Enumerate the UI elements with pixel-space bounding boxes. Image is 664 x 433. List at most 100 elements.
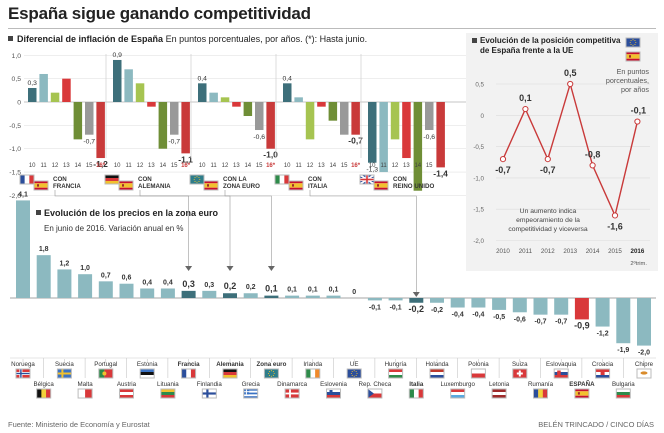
price-value-label: -0,5 xyxy=(493,314,505,321)
inflation-panel-title: Diferencial de inflación de España xyxy=(17,34,164,44)
country-label: Alemania xyxy=(216,361,244,368)
inflation-series-name: FRANCIA xyxy=(53,183,81,190)
price-value-label: 0 xyxy=(352,289,356,296)
inflation-bar xyxy=(340,102,349,135)
francia-flag-icon xyxy=(181,368,197,379)
position-note: empeoramiento de la xyxy=(516,217,580,224)
price-bar xyxy=(554,298,569,315)
price-value-label: -0,1 xyxy=(369,304,381,311)
country-label: Lituania xyxy=(157,381,179,388)
inflation-year-tick: 16* xyxy=(96,163,106,169)
inflation-ytick-label: 1,0 xyxy=(12,53,22,60)
inflation-year-tick: 10 xyxy=(114,163,121,169)
country-label: Irlanda xyxy=(303,361,322,368)
inflation-bar xyxy=(243,102,253,117)
inflation-bar xyxy=(50,92,60,102)
price-value-label: -0,9 xyxy=(574,320,590,330)
inflation-bar xyxy=(402,102,411,159)
price-bar xyxy=(471,298,486,308)
price-bar xyxy=(450,298,465,308)
price-value-label: -2,0 xyxy=(638,350,650,357)
country-label: Hungría xyxy=(385,361,408,368)
inflation-bar xyxy=(436,102,445,168)
price-value-label: -0,4 xyxy=(472,312,484,319)
inflation-year-tick: 12 xyxy=(392,163,399,169)
zona-euro-flag-icon xyxy=(263,368,279,379)
prices-subtitle: En junio de 2016. Variación anual en % xyxy=(44,224,184,233)
ue-flag-icon xyxy=(346,368,362,379)
price-value-label: 1,8 xyxy=(39,246,49,253)
inflation-value-label: -1,3 xyxy=(366,167,378,174)
price-value-label: -1,9 xyxy=(617,347,629,354)
country-label: Portugal xyxy=(94,361,117,368)
belgica-flag-icon xyxy=(36,388,52,399)
inflation-year-tick: 11 xyxy=(125,163,132,169)
price-value-label: 0,3 xyxy=(204,282,214,289)
position-title-line1: Evolución de la posición competitiva xyxy=(480,36,621,45)
position-point xyxy=(589,162,596,169)
price-bar xyxy=(223,293,237,298)
country-label: Croacia xyxy=(592,361,614,368)
inflation-bar xyxy=(158,102,168,149)
inflation-value-label: -0,7 xyxy=(168,139,180,146)
bulgaria-flag-icon xyxy=(615,388,631,399)
position-point xyxy=(634,118,641,125)
inflation-bar xyxy=(368,102,377,163)
price-value-label: 0,7 xyxy=(101,272,111,279)
espana-flag-icon xyxy=(373,180,389,191)
price-bar xyxy=(264,295,279,298)
country-label: Holanda xyxy=(425,361,449,368)
bullet-square-icon xyxy=(36,210,41,215)
position-year-tick: 2010 xyxy=(496,248,510,255)
position-point xyxy=(544,156,551,163)
inflation-series-name: CON xyxy=(393,176,407,183)
price-value-label: 4,1 xyxy=(18,191,28,198)
country-label: Malta xyxy=(78,381,94,388)
inflation-ytick-label: 0,5 xyxy=(12,76,22,83)
country-label: Eslovenia xyxy=(320,381,347,388)
price-bar xyxy=(533,298,548,315)
position-unit: por años xyxy=(621,85,649,94)
country-label: Polonia xyxy=(468,361,489,368)
inflation-bar xyxy=(135,83,145,102)
inflation-year-tick: 10 xyxy=(369,163,376,169)
price-bar xyxy=(202,290,217,298)
price-value-label: -0,7 xyxy=(534,319,546,326)
inflation-year-tick: 12 xyxy=(52,163,59,169)
inflation-year-tick: 13 xyxy=(63,163,70,169)
inflation-value-label: -0,6 xyxy=(253,134,265,141)
finlandia-flag-icon xyxy=(201,388,217,399)
position-value-label: -0,7 xyxy=(540,165,556,175)
inflation-year-tick: 15 xyxy=(426,163,433,169)
espana-flag-icon xyxy=(288,180,304,191)
lituania-flag-icon xyxy=(160,388,176,399)
country-label: Bélgica xyxy=(34,381,55,388)
price-value-label: -0,7 xyxy=(555,319,567,326)
inflation-value-label: -0,7 xyxy=(348,136,363,146)
source-note: Fuente: Ministerio de Economía y Eurosta… xyxy=(8,420,150,429)
inflation-bar xyxy=(379,102,388,173)
reino-unido-flag-icon xyxy=(359,174,375,185)
country-label: Noruega xyxy=(11,361,35,368)
polonia-flag-icon xyxy=(470,368,486,379)
country-label: Zona euro xyxy=(256,361,286,368)
price-bar xyxy=(16,200,30,298)
position-value-label: -0,7 xyxy=(495,165,511,175)
inflation-chart: 1,0 0,5 0 -0,5 -1,0 -1,5 -2,0 0,3 10 11 12 13 14 -0,7… xyxy=(9,52,496,200)
price-value-label: 0,2 xyxy=(224,281,237,291)
position-value-label: 0,5 xyxy=(564,68,577,78)
country-label: Suiza xyxy=(512,361,528,368)
position-value-label: -0,8 xyxy=(585,149,601,159)
price-bar xyxy=(57,269,72,298)
price-bar xyxy=(305,295,320,298)
price-value-label: 1,0 xyxy=(80,265,90,272)
inflation-year-tick: 13 xyxy=(233,163,240,169)
inflation-year-tick: 14 xyxy=(244,163,251,169)
country-label: Letonia xyxy=(489,381,510,388)
italia-flag-icon xyxy=(408,388,424,399)
inflation-bar xyxy=(317,102,326,107)
noruega-flag-icon xyxy=(15,368,31,379)
alemania-flag-icon xyxy=(222,368,238,379)
